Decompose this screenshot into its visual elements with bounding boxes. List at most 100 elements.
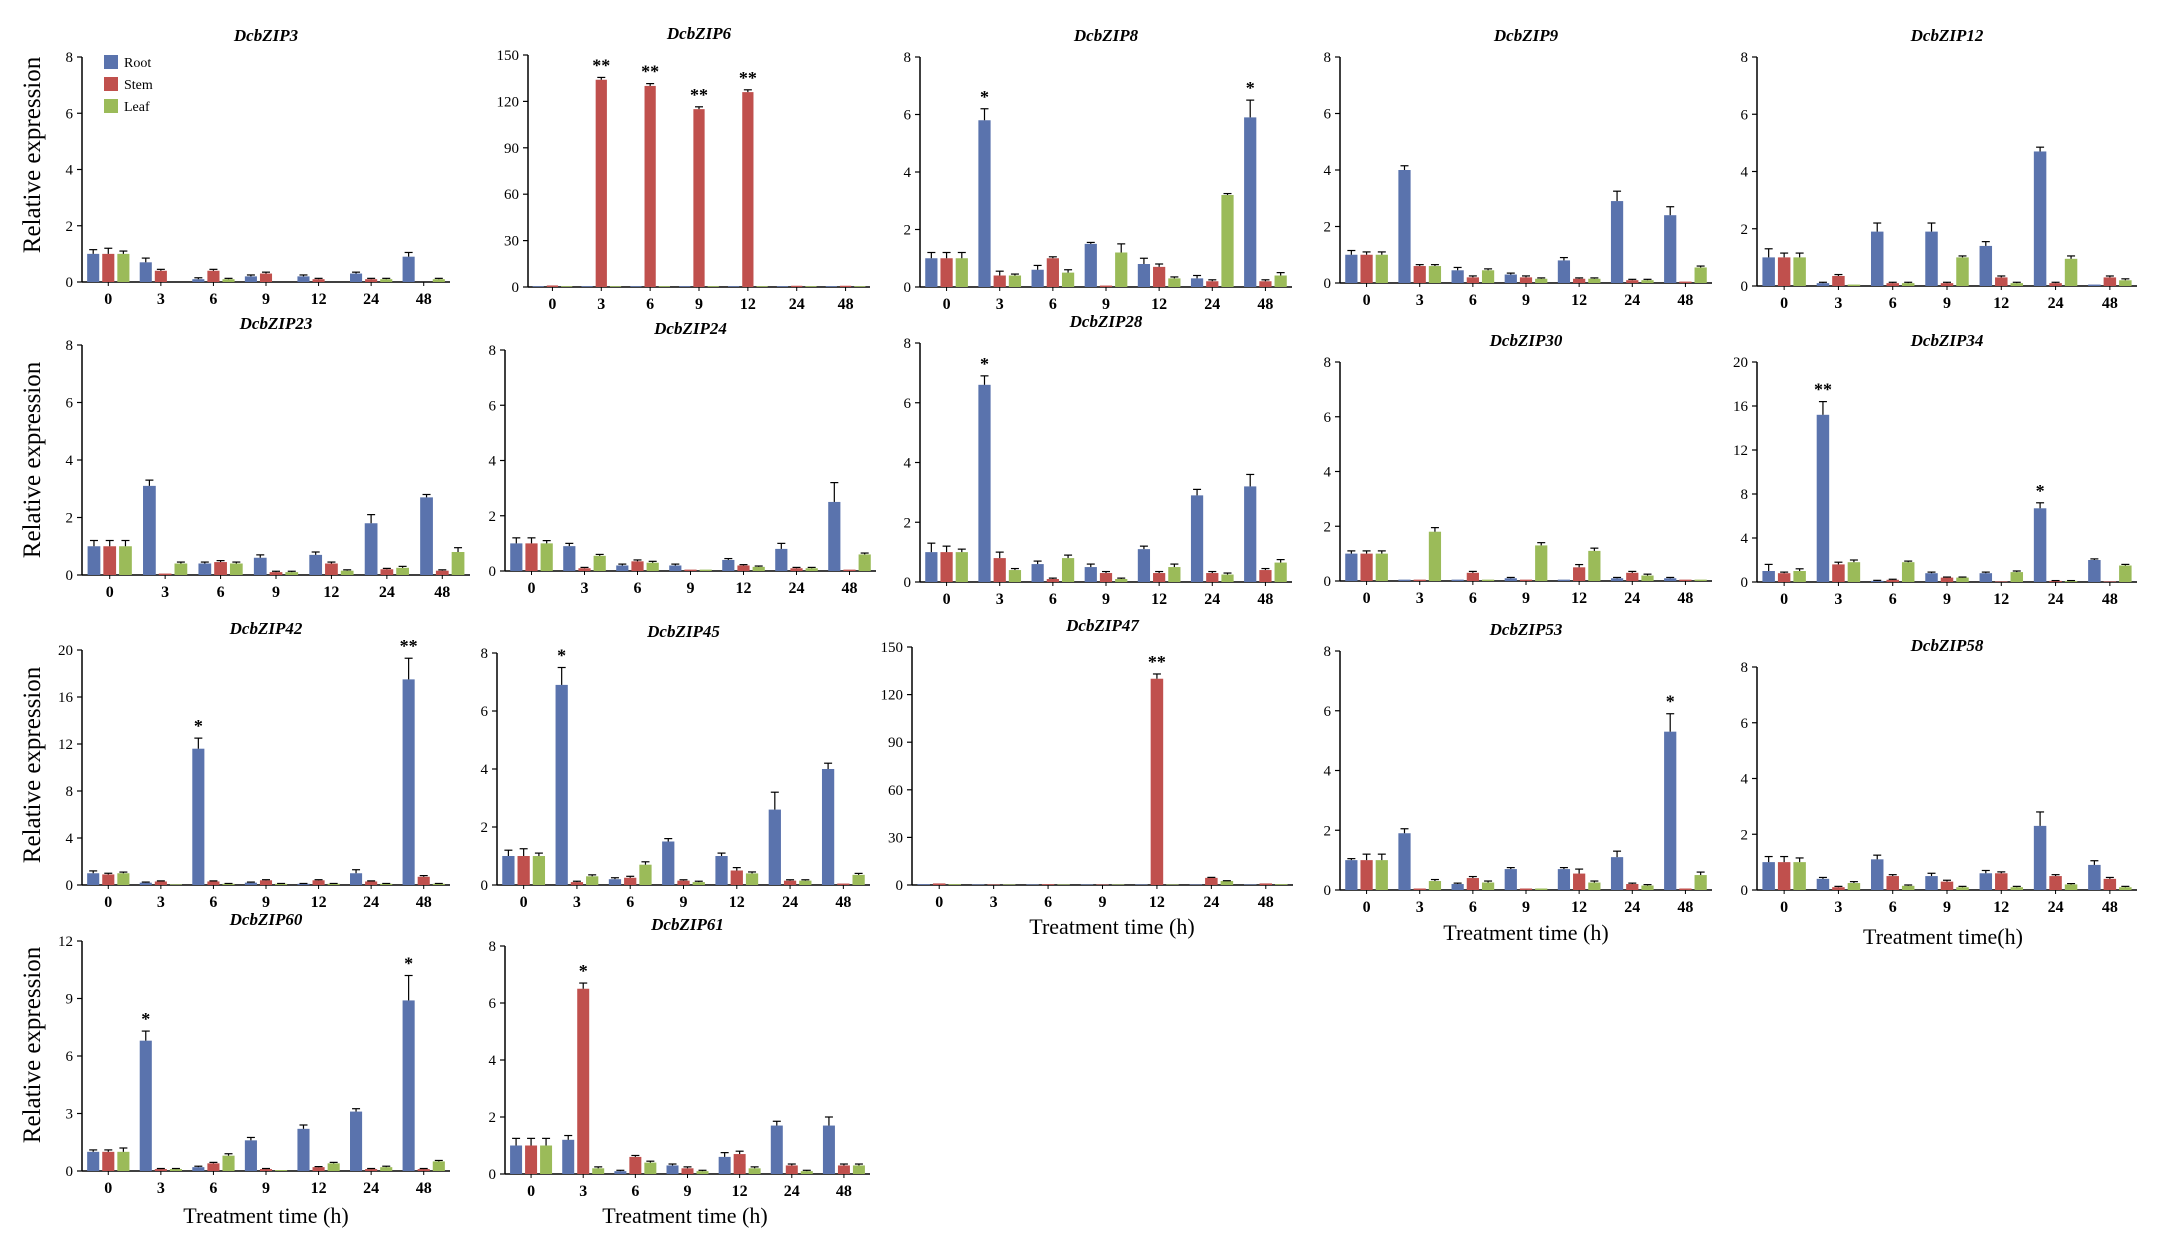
y-tick-label: 4: [481, 762, 489, 778]
x-tick-label: 3: [996, 296, 1004, 313]
bar-leaf-3h: [174, 563, 188, 575]
bar-root-0h: [925, 258, 938, 287]
x-tick-label: 48: [1677, 899, 1693, 916]
bar-root-9h: [244, 1140, 257, 1171]
y-tick-label: 2: [1741, 827, 1749, 843]
bar-leaf-6h: [222, 883, 235, 885]
x-tick-label: 6: [1044, 894, 1052, 911]
x-tick-label: 9: [1099, 894, 1107, 911]
bar-stem-6h: [624, 877, 637, 885]
bar-root-6h: [1451, 270, 1464, 283]
bar-root-9h: [244, 276, 257, 282]
bar-stem-12h: [1995, 277, 2008, 286]
bar-leaf-9h: [285, 572, 299, 575]
x-tick-label: 6: [1469, 899, 1477, 916]
x-tick-label: 12: [311, 1180, 327, 1197]
bar-root-0h: [1345, 553, 1358, 581]
bar-leaf-48h: [432, 883, 445, 885]
bar-stem-3h: [578, 568, 591, 571]
bar-leaf-12h: [327, 883, 340, 885]
x-tick-label: 48: [2102, 295, 2118, 312]
x-tick-label: 9: [687, 580, 695, 597]
y-tick-label: 0: [66, 275, 74, 291]
bar-stem-3h: [1832, 887, 1845, 890]
bar-stem-12h: [737, 565, 750, 571]
bar-stem-48h: [2103, 878, 2117, 890]
bar-leaf-0h: [1793, 862, 1806, 890]
bar-stem-48h: [1259, 281, 1272, 287]
bar-leaf-12h: [752, 566, 765, 571]
bar-root-24h: [1610, 578, 1624, 581]
x-tick-label: 12: [729, 894, 745, 911]
bar-stem-6h: [207, 881, 220, 885]
panel-title-dcbzip28: DcbZIP28: [1069, 312, 1143, 331]
bar-leaf-9h: [1956, 887, 1969, 890]
x-tick-label: 24: [1624, 590, 1640, 607]
bar-leaf-48h: [858, 554, 871, 571]
bar-stem-0h: [1360, 860, 1373, 890]
bar-stem-12h: [1573, 567, 1586, 581]
bar-root-0h: [1345, 254, 1358, 283]
x-tick-label: 0: [1363, 590, 1371, 607]
panel-title-dcbzip23: DcbZIP23: [239, 314, 313, 333]
bar-stem-24h: [380, 569, 394, 575]
x-tick-label: 9: [272, 584, 280, 601]
bar-leaf-48h: [432, 1161, 445, 1171]
bar-root-0h: [532, 286, 544, 287]
bar-stem-12h: [312, 279, 325, 282]
bar-stem-0h: [940, 552, 953, 582]
bar-root-12h: [728, 286, 740, 287]
bar-stem-0h: [102, 253, 115, 282]
x-tick-label: 6: [646, 296, 654, 313]
x-tick-label: 48: [842, 580, 858, 597]
panel-title-dcbzip60: DcbZIP60: [229, 910, 303, 929]
bar-root-12h: [1557, 869, 1571, 890]
bar-leaf-3h: [1847, 883, 1861, 890]
bar-root-24h: [2033, 151, 2047, 286]
bar-leaf-12h: [1588, 278, 1601, 283]
bar-leaf-6h: [1901, 562, 1915, 582]
bar-stem-0h: [1777, 257, 1791, 286]
bar-leaf-0h: [1375, 553, 1388, 581]
y-tick-label: 16: [1733, 399, 1749, 415]
x-tick-label: 6: [1889, 591, 1897, 608]
x-tick-label: 0: [520, 894, 528, 911]
bar-leaf-6h: [222, 279, 235, 282]
bar-root-0h: [87, 1151, 100, 1171]
bar-root-3h: [978, 384, 991, 582]
legend-swatch-root: [104, 55, 118, 69]
y-tick-label: 6: [489, 398, 497, 414]
bar-stem-24h: [1626, 280, 1639, 283]
x-tick-label: 24: [363, 894, 379, 911]
x-tick-label: 6: [1469, 292, 1477, 309]
x-tick-label: 9: [1522, 292, 1530, 309]
bar-stem-12h: [730, 870, 743, 885]
bar-root-0h: [925, 552, 938, 582]
bar-stem-3h: [1413, 579, 1426, 581]
y-tick-label: 30: [504, 234, 519, 250]
x-tick-label: 12: [1993, 591, 2009, 608]
y-tick-label: 4: [66, 453, 74, 469]
bar-root-24h: [776, 286, 789, 287]
chart-legend: Root Stem Leaf: [104, 55, 153, 115]
x-tick-label: 0: [935, 894, 943, 911]
panel-title-dcbzip53: DcbZIP53: [1489, 620, 1563, 639]
bar-root-3h: [1398, 170, 1411, 283]
bar-root-9h: [1925, 876, 1938, 890]
bar-root-24h: [1190, 495, 1204, 582]
bar-root-48h: [2088, 284, 2101, 286]
bar-stem-48h: [843, 569, 856, 571]
x-tick-label: 9: [262, 894, 270, 911]
x-tick-label: 48: [1258, 894, 1274, 911]
y-tick-label: 0: [904, 575, 912, 591]
x-tick-label: 9: [1102, 296, 1110, 313]
y-tick-label: 8: [489, 343, 497, 359]
bar-leaf-48h: [1275, 884, 1288, 885]
x-tick-label: 0: [1363, 899, 1371, 916]
bar-leaf-3h: [586, 876, 599, 885]
bar-root-0h: [1762, 571, 1775, 582]
x-axis-title-dcbzip60: Treatment time (h): [183, 1203, 348, 1228]
bar-stem-0h: [525, 1145, 538, 1174]
